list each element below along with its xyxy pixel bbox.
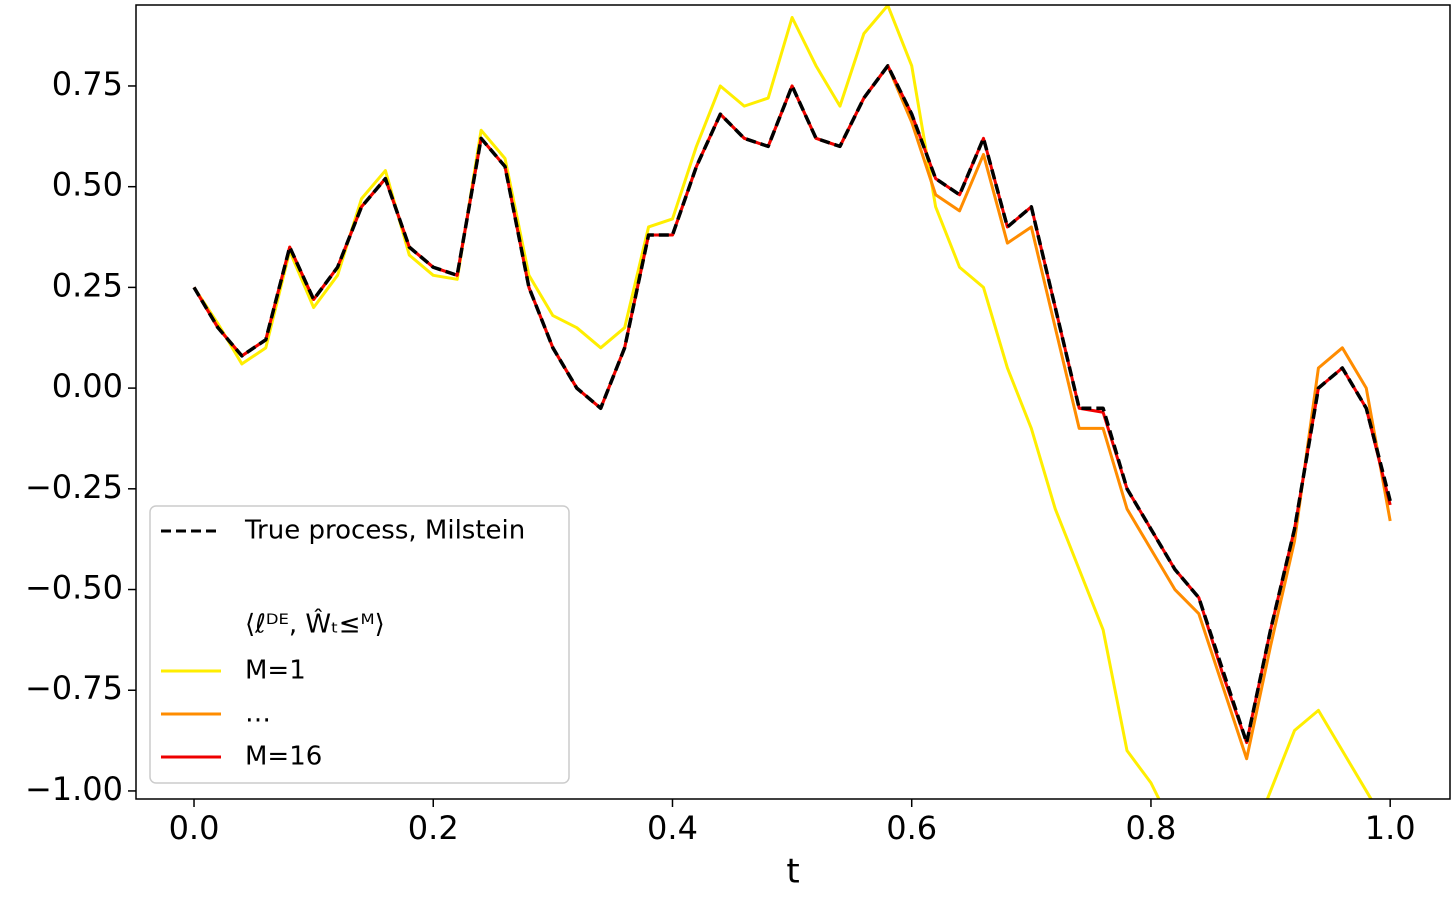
x-axis-label: t [786, 852, 799, 892]
x-tick-label: 0.8 [1126, 809, 1177, 847]
legend-label: True process, Milstein [244, 516, 525, 546]
plot-lines [192, 5, 1392, 799]
y-tick-label: −1.00 [25, 770, 123, 808]
x-tick-label: 0.2 [408, 809, 459, 847]
legend-box [149, 505, 570, 784]
series-line [192, 64, 1392, 745]
x-tick-label: 1.0 [1365, 809, 1416, 847]
y-tick-label: −0.50 [25, 569, 123, 607]
legend: True process, Milstein ⟨ℓᴰᴱ, Ŵₜ≤ᴹ⟩ M=1 … M=1… [149, 505, 570, 784]
legend-label: M=1 [245, 656, 306, 686]
y-tick-label: 0.50 [52, 166, 123, 204]
y-tick-label: −0.75 [25, 669, 123, 707]
y-tick-label: 0.00 [52, 367, 123, 405]
axes-frame [135, 4, 1451, 800]
legend-title: ⟨ℓᴰᴱ, Ŵₜ≤ᴹ⟩ [245, 608, 385, 640]
y-tick-label: −0.25 [25, 468, 123, 506]
x-tick-label: 0.4 [647, 809, 698, 847]
x-tick-label: 0.0 [169, 809, 220, 847]
legend-label: … [245, 699, 271, 729]
legend-label: M=16 [245, 742, 322, 772]
x-tick-label: 0.6 [886, 809, 937, 847]
y-tick-label: 0.75 [52, 65, 123, 103]
y-tick-label: 0.25 [52, 266, 123, 304]
